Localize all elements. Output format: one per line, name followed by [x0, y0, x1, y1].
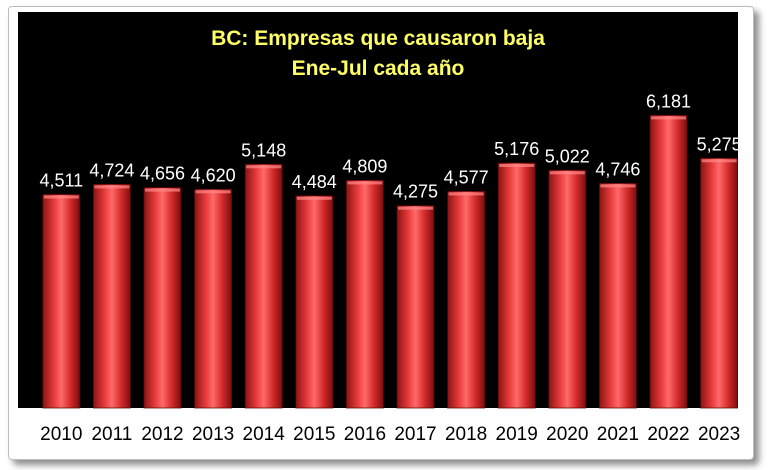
bar-cap-2015	[296, 196, 332, 200]
data-label-2020: 5,022	[545, 146, 590, 166]
bar-2014	[244, 163, 283, 409]
bar-cap-2022	[651, 116, 686, 120]
chart-title: BC: Empresas que causaron baja	[211, 27, 545, 50]
x-tick-label-2013: 2013	[192, 424, 234, 445]
bar-cap-2013	[195, 190, 231, 194]
x-tick-label-2021: 2021	[597, 424, 639, 445]
bar-cap-2011	[94, 185, 130, 189]
bar-2016	[345, 179, 384, 409]
bar-cap-2020	[549, 171, 585, 175]
bar-2019	[497, 162, 536, 409]
x-tick-label-2019: 2019	[496, 424, 538, 445]
x-tick-label-2023: 2023	[698, 424, 740, 445]
data-label-2018: 4,577	[444, 167, 489, 187]
bars-group	[42, 115, 738, 409]
x-tick-label-2016: 2016	[344, 424, 386, 445]
bar-2015	[295, 195, 334, 409]
data-label-2010: 4,511	[39, 171, 83, 191]
bar-2020	[548, 169, 587, 409]
x-tick-label-2014: 2014	[243, 424, 286, 445]
data-label-2012: 4,656	[140, 164, 185, 184]
x-tick-label-2018: 2018	[445, 424, 487, 445]
x-tick-label-2010: 2010	[40, 424, 82, 445]
bar-2010	[42, 194, 81, 409]
bar-cap-2016	[347, 181, 383, 185]
data-label-2017: 4,275	[393, 182, 438, 202]
bar-2017	[396, 205, 435, 409]
data-label-2015: 4,484	[292, 172, 337, 192]
bar-2011	[93, 183, 131, 409]
data-label-2014: 5,148	[241, 140, 286, 160]
data-label-2013: 4,620	[191, 165, 236, 185]
x-tick-label-2017: 2017	[394, 424, 436, 445]
x-tick-label-2022: 2022	[647, 424, 689, 445]
bar-2013	[194, 188, 233, 409]
bar-2018	[447, 190, 486, 409]
x-tick-label-2011: 2011	[91, 424, 132, 445]
data-label-2011: 4,724	[89, 160, 134, 180]
bar-cap-2014	[246, 165, 282, 169]
bar-cap-2019	[499, 164, 535, 167]
bar-cap-2021	[600, 184, 636, 188]
bar-2021	[599, 182, 637, 409]
chart-subtitle: Ene-Jul cada año	[291, 57, 465, 80]
bar-2023	[700, 157, 738, 409]
x-tick-label-2015: 2015	[293, 424, 335, 445]
x-tick-label-2012: 2012	[141, 424, 183, 445]
bar-2012	[143, 187, 182, 409]
x-tick-labels-group: 2010 2011 2012 2013 2014 2015 2016 2017 2018 2019…	[40, 424, 740, 445]
bar-cap-2010	[43, 195, 79, 199]
data-label-2016: 4,809	[342, 156, 387, 176]
bar-cap-2023	[701, 159, 737, 163]
bar-2022	[649, 115, 688, 409]
data-label-2022: 6,181	[646, 91, 691, 111]
x-tick-label-2020: 2020	[546, 424, 588, 445]
data-label-2019: 5,176	[494, 139, 539, 159]
data-label-2021: 4,746	[595, 159, 640, 179]
bar-cap-2018	[448, 192, 484, 196]
bar-cap-2017	[398, 206, 433, 210]
bar-cap-2012	[145, 188, 180, 192]
data-label-2023: 5,275	[697, 134, 742, 154]
